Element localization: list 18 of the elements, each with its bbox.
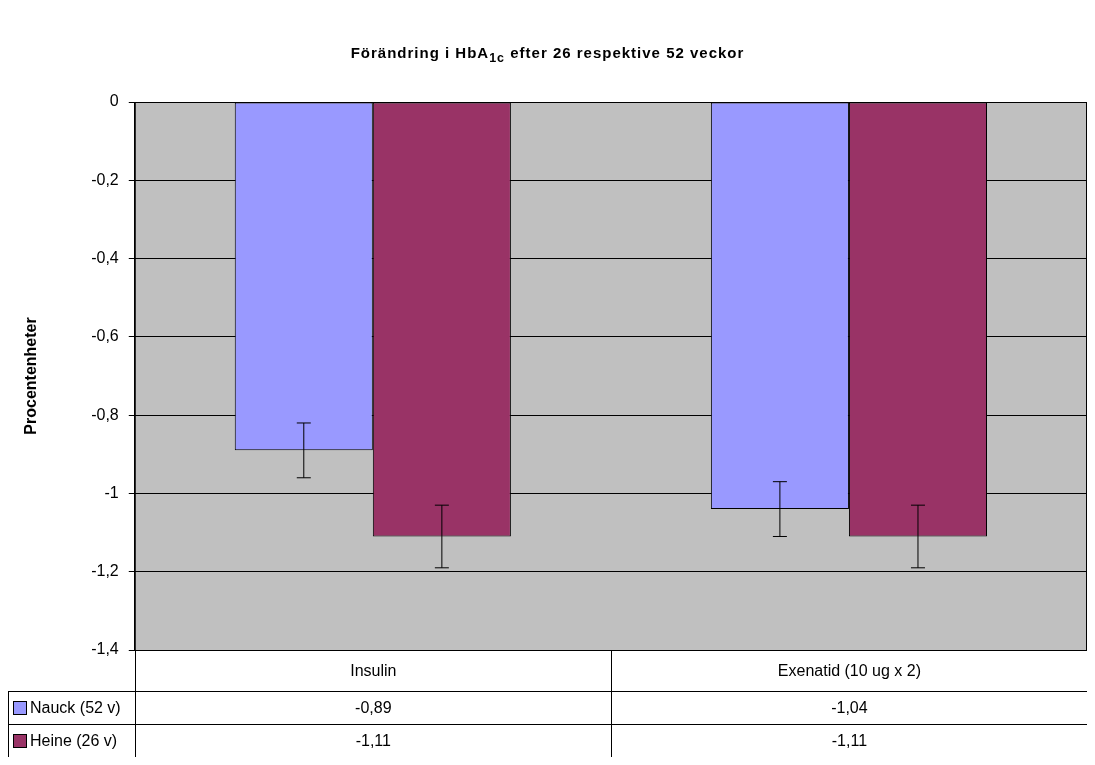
- y-tick-label: 0: [109, 92, 119, 110]
- y-tick-label: -1,2: [91, 562, 119, 580]
- legend-label: Nauck (52 v): [30, 699, 121, 717]
- y-axis-title: Procentenheter: [22, 317, 40, 435]
- y-tick-label: -0,4: [91, 248, 119, 266]
- y-tick-label: -0,2: [91, 170, 119, 188]
- y-tick-label: -1: [104, 483, 119, 501]
- y-tick-label: -0,6: [91, 327, 119, 345]
- y-tick-label: -0,8: [91, 405, 119, 423]
- data-label: -1,11: [134, 725, 611, 757]
- legend-label: Heine (26 v): [30, 732, 118, 750]
- data-label: -1,11: [610, 725, 1087, 757]
- x-tick-label: Insulin: [134, 651, 611, 691]
- data-label: -0,89: [134, 692, 611, 724]
- chart-title: Förändring i HbA$_{1c}$ efter 26 respektive 52 veckor: [349, 44, 746, 65]
- data-label: -1,04: [610, 692, 1087, 724]
- y-tick-label: -1,4: [91, 640, 119, 658]
- x-tick-label: Exenatid (10 ug x 2): [610, 651, 1087, 691]
